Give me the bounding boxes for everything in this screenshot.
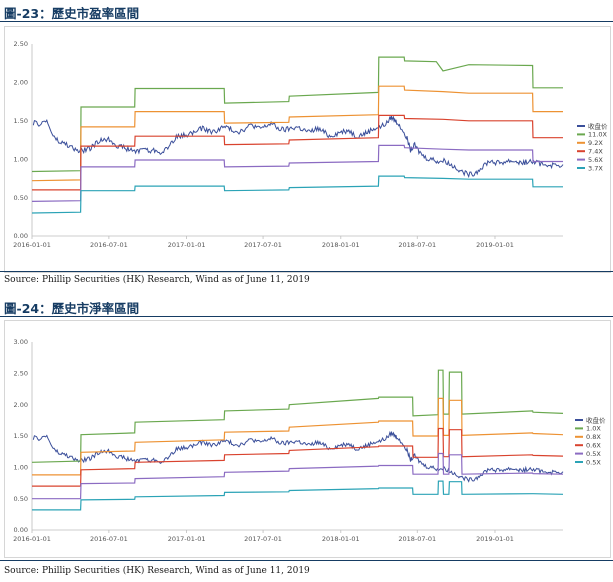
legend-label: 11.0X	[588, 131, 607, 139]
legend-label: 7.4X	[588, 148, 603, 156]
x-tick-label: 2018-01-01	[322, 535, 360, 543]
x-tick-label: 2017-07-01	[244, 241, 282, 249]
y-tick-label: 0.50	[14, 194, 28, 202]
pe-band-chart-svg: 0.00 0.50 1.00 1.50 2.00 2.50 2016-01-01 2016-0…	[13, 40, 608, 249]
y-tick-label: 0.00	[14, 526, 28, 534]
source-note: Source: Phillip Securities (HK) Research…	[4, 275, 310, 285]
y-tick-label: 0.00	[14, 232, 28, 240]
series-line	[31, 369, 564, 463]
series-line	[32, 115, 564, 179]
x-tick-label: 2016-07-01	[90, 535, 128, 543]
series-line	[31, 175, 563, 214]
y-tick-label: 1.00	[14, 464, 28, 472]
x-tick-label: 2018-07-01	[398, 241, 436, 249]
figure-title: 圖-24：歷史市淨率區間	[4, 301, 140, 316]
x-tick-label: 2016-01-01	[13, 535, 51, 543]
series-line	[32, 452, 564, 500]
legend-label: 收盘价	[588, 121, 608, 130]
legend-label: 3.7X	[588, 164, 603, 172]
y-tick-label: 1.50	[14, 432, 28, 440]
series-line	[31, 144, 563, 202]
legend-label: 0.6X	[586, 442, 601, 450]
y-tick-label: 2.50	[14, 370, 28, 378]
legend-label: 0.8X	[586, 433, 601, 441]
series-line	[32, 480, 564, 511]
x-tick-label: 2016-07-01	[90, 241, 128, 249]
y-tick-label: 1.50	[14, 117, 28, 125]
y-tick-label: 2.00	[14, 79, 28, 87]
source-note: Source: Phillip Securities (HK) Research…	[4, 566, 310, 576]
x-tick-label: 2018-01-01	[322, 241, 360, 249]
x-tick-label: 2017-01-01	[168, 535, 206, 543]
title-rule	[0, 21, 613, 22]
pb-band-chart-svg: 0.00 0.50 1.00 1.50 2.00 2.50 3.00 2016-01-01 20…	[13, 338, 606, 543]
x-tick-label: 2019-01-01	[476, 535, 514, 543]
pe-band-chart: 0.00 0.50 1.00 1.50 2.00 2.50 2016-01-01 2016-0…	[4, 26, 611, 273]
y-tick-label: 0.50	[14, 495, 28, 503]
y-tick-label: 1.00	[14, 155, 28, 163]
x-tick-label: 2018-07-01	[398, 535, 436, 543]
source-rule	[0, 271, 613, 272]
series-line	[32, 397, 564, 476]
legend-label: 0.5X	[586, 450, 601, 458]
series-line	[31, 85, 563, 182]
series-line	[32, 114, 563, 191]
source-rule	[0, 560, 613, 561]
x-tick-label: 2017-01-01	[168, 241, 206, 249]
title-rule	[0, 316, 613, 317]
x-tick-label: 2017-07-01	[244, 535, 282, 543]
series-line	[31, 56, 563, 173]
pb-band-chart: 0.00 0.50 1.00 1.50 2.00 2.50 3.00 2016-01-01 20…	[4, 320, 611, 558]
x-tick-label: 2019-01-01	[476, 241, 514, 249]
y-tick-label: 2.50	[14, 40, 28, 48]
x-tick-label: 2016-01-01	[13, 241, 51, 249]
series-line	[32, 430, 564, 483]
legend-label: 1.0X	[586, 425, 601, 433]
legend-label: 9.2X	[588, 139, 603, 147]
legend-label: 5.6X	[588, 156, 603, 164]
y-tick-label: 2.00	[14, 401, 28, 409]
series-line	[32, 427, 564, 487]
legend-label: 0.5X	[586, 458, 601, 466]
figure-title: 圖-23：歷史市盈率區間	[4, 6, 140, 21]
y-tick-label: 3.00	[14, 338, 28, 346]
legend-label: 收盘价	[586, 415, 606, 424]
